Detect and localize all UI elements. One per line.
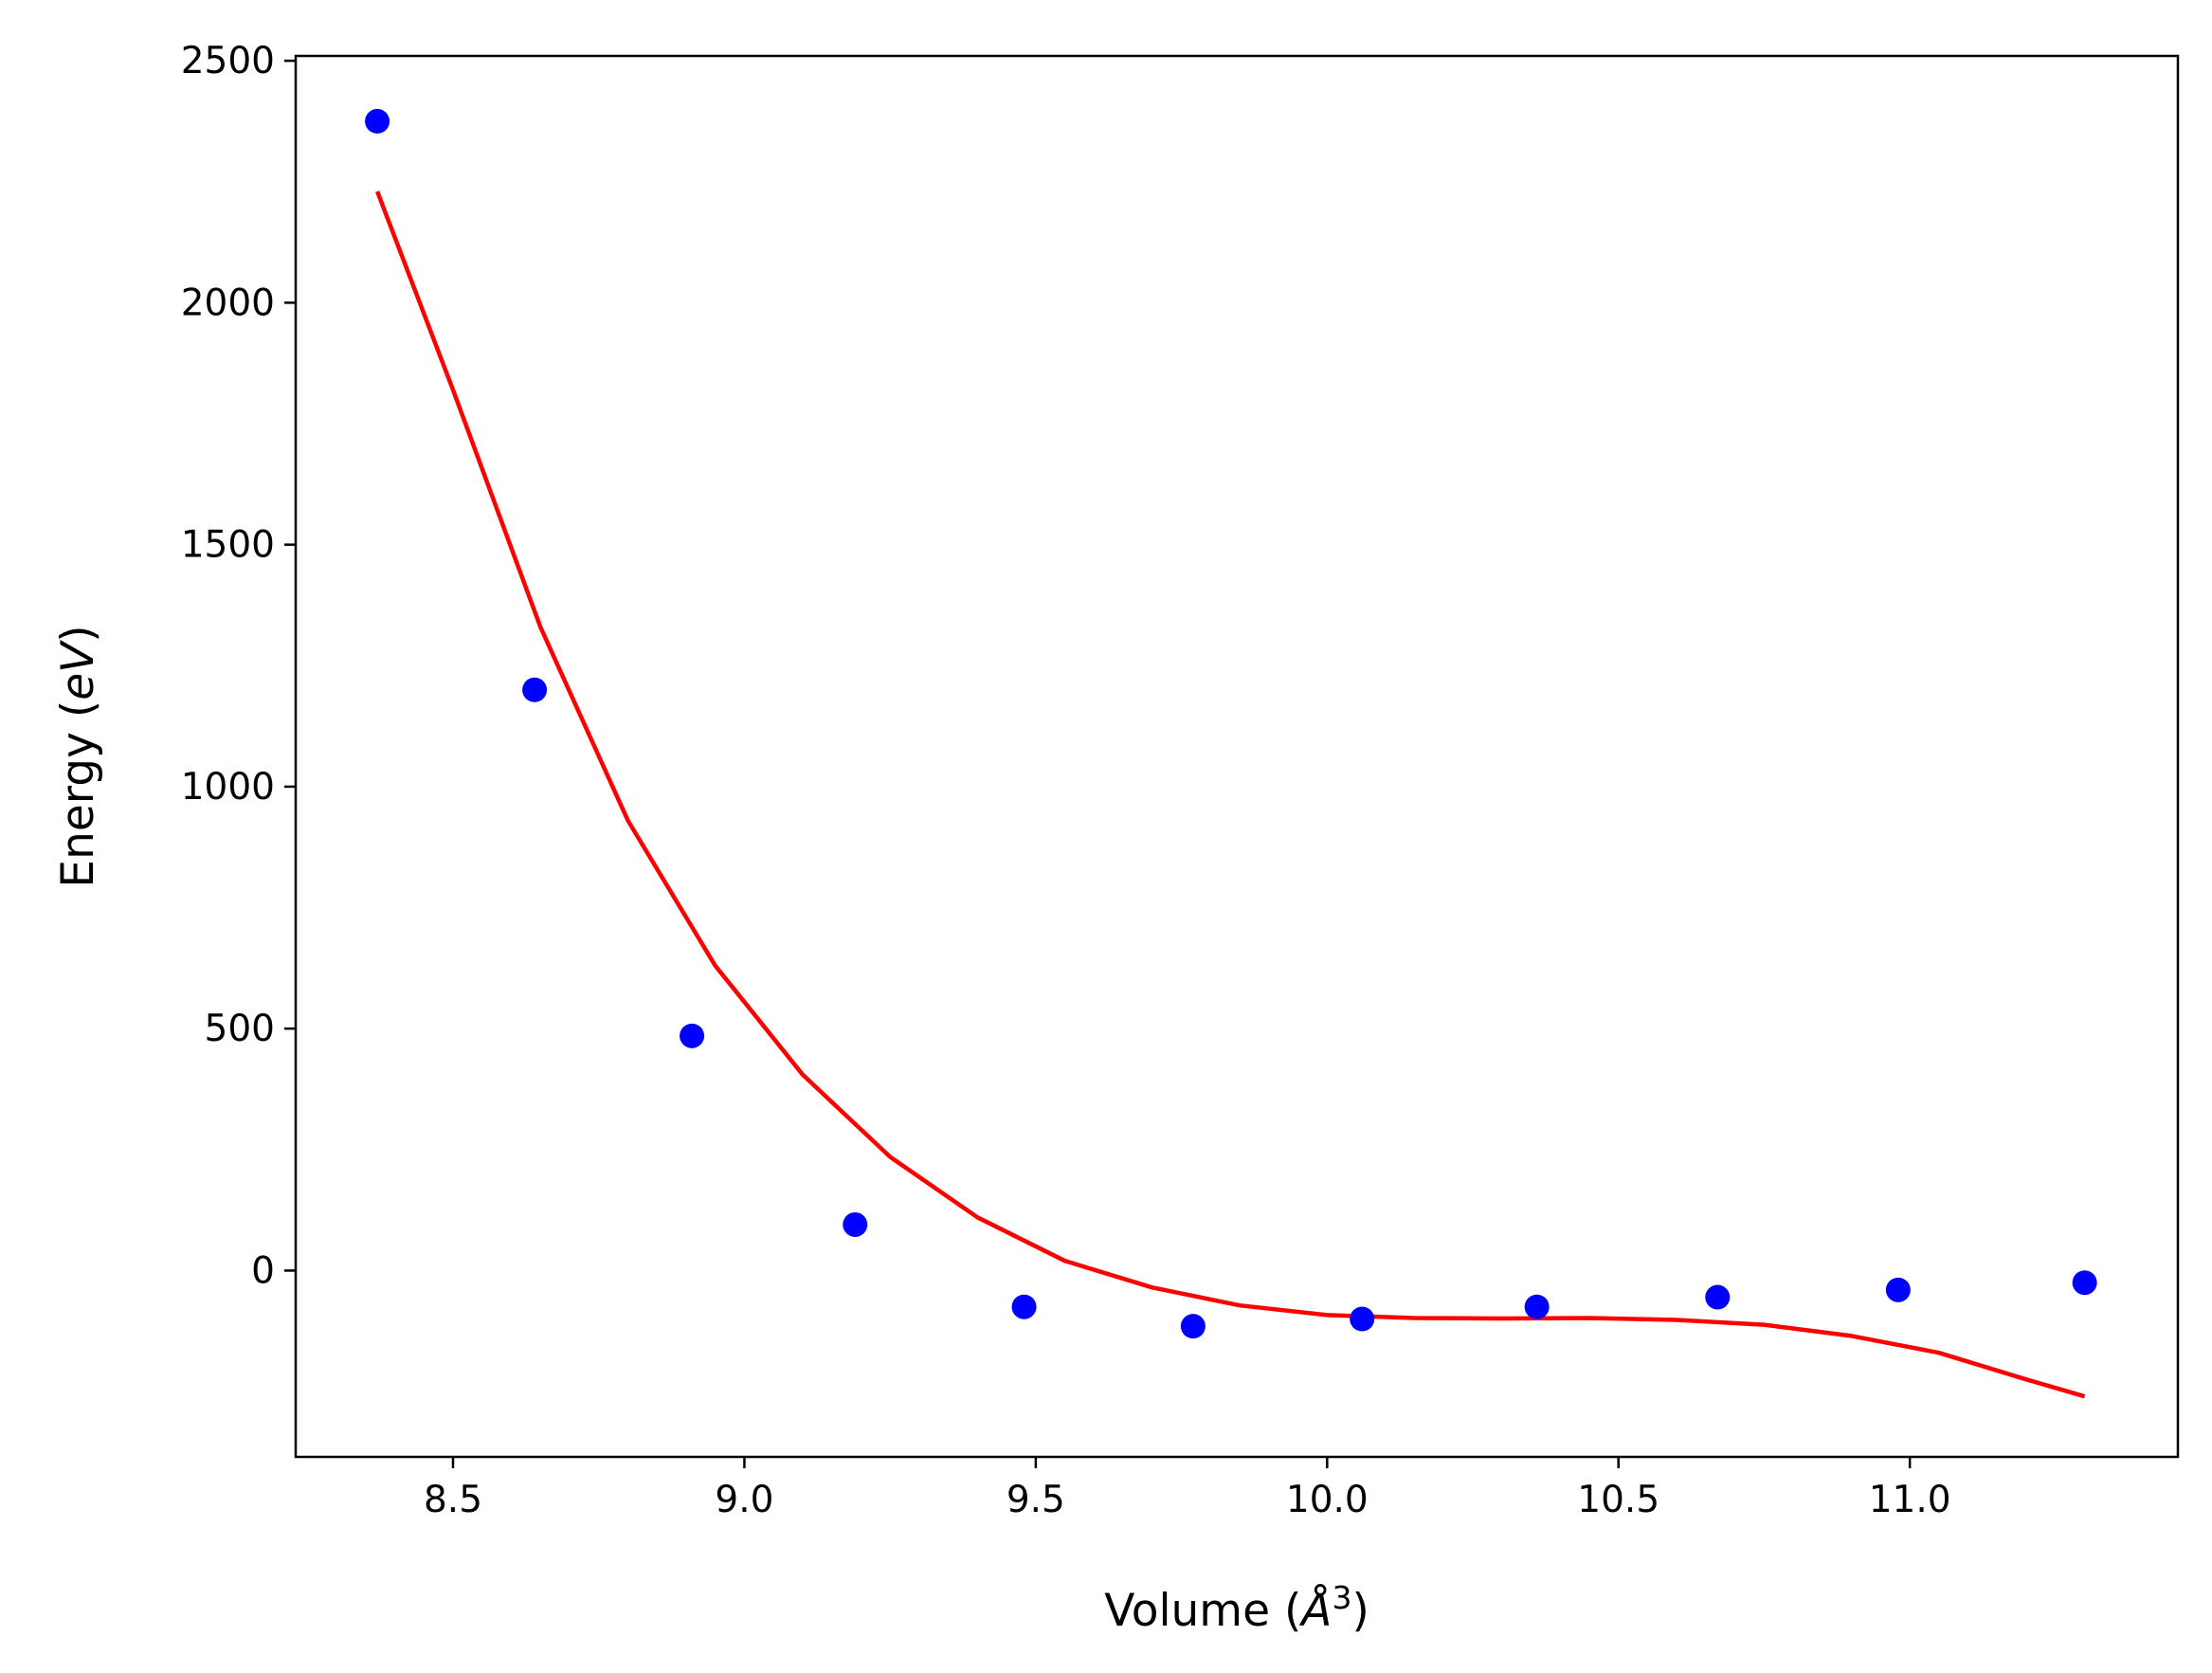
x-axis-label-text: Volume ( [1104,1585,1301,1637]
data-point [680,1023,705,1048]
x-tick-label: 10.5 [1577,1479,1659,1521]
data-points-layer [365,108,2097,1339]
data-point [522,677,548,702]
data-point [1350,1306,1375,1332]
x-axis-ticks: 8.5 9.0 9.5 10.0 10.5 11.0 [424,1457,1951,1521]
y-axis-label: Energy (eV) [52,625,104,887]
data-point [1524,1294,1550,1319]
x-tick-label: 10.0 [1286,1479,1369,1521]
y-axis-label-text: Energy ( [52,700,104,888]
data-point [843,1211,868,1237]
y-axis-label-close: ) [52,625,104,642]
fit-curve-layer [374,191,2086,1399]
y-tick-label: 1500 [181,524,275,567]
x-axis-label: Volume (Å3) [1104,1579,1369,1637]
data-point [1705,1284,1731,1310]
y-axis-label-unit: eV [52,640,104,700]
y-tick-label: 0 [251,1249,275,1292]
data-point [2072,1270,2097,1296]
y-axis-ticks: 0 500 1000 1500 2000 2500 [181,40,296,1292]
y-tick-label: 500 [205,1008,275,1050]
x-tick-label: 9.0 [715,1479,773,1521]
fit-curve-line [374,191,2086,1399]
x-tick-label: 9.5 [1006,1479,1065,1521]
x-axis-label-exponent: 3 [1332,1579,1351,1616]
plot-frame [294,54,2180,1459]
x-tick-label: 11.0 [1869,1479,1951,1521]
y-tick-label: 2500 [181,40,275,82]
data-point [365,108,390,134]
y-tick-label: 1000 [181,766,275,809]
data-point [1180,1314,1206,1339]
y-tick-label: 2000 [181,282,275,324]
data-point [1011,1294,1037,1319]
x-axis-label-symbol: Å [1298,1585,1332,1637]
x-axis-label-close: ) [1351,1585,1369,1637]
x-tick-label: 8.5 [424,1479,482,1521]
data-point [1885,1277,1911,1302]
